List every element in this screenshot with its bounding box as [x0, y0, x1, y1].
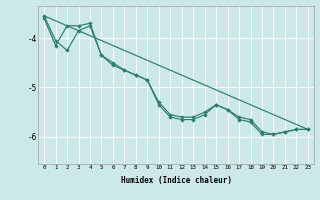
X-axis label: Humidex (Indice chaleur): Humidex (Indice chaleur)	[121, 176, 231, 185]
